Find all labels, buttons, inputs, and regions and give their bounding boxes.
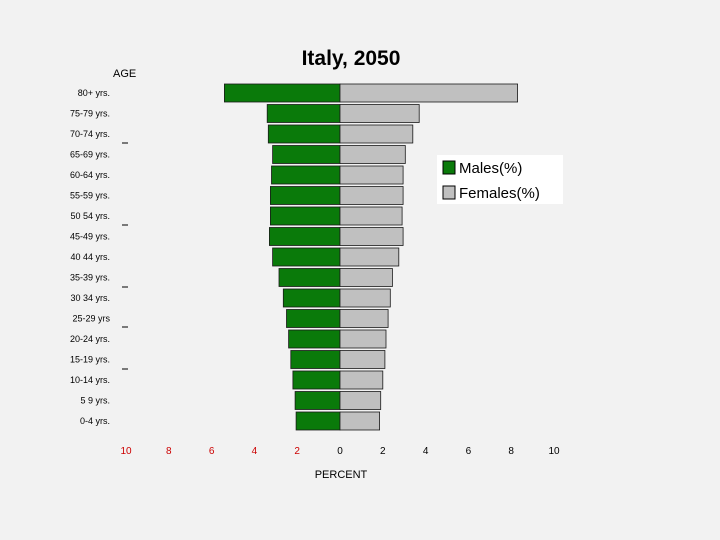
bar-male <box>272 145 341 164</box>
age-group-label: 0-4 yrs. <box>80 416 110 426</box>
bar-male <box>290 350 341 369</box>
age-group-label: 60-64 yrs. <box>70 170 110 180</box>
x-tick-label: 8 <box>508 446 514 457</box>
bar-female <box>339 268 393 287</box>
bar-male <box>272 247 341 267</box>
legend-box <box>437 155 563 204</box>
x-tick-label: 4 <box>252 446 258 457</box>
legend-label-females: Females(%) <box>459 185 540 202</box>
age-labels: 80+ yrs. 75-79 yrs. 70-74 yrs. 65-69 yrs. 60… <box>70 88 111 426</box>
age-group-label: 80+ yrs. <box>78 88 110 98</box>
bar-female <box>339 247 400 267</box>
bar-female <box>339 370 384 390</box>
age-group-label: 40 44 yrs. <box>70 252 110 262</box>
bar-male <box>268 227 341 246</box>
x-tick-label: 6 <box>466 446 472 457</box>
bar-male <box>269 206 341 226</box>
bars <box>223 83 519 431</box>
legend-swatch-males <box>442 160 456 175</box>
age-group-label: 15-19 yrs. <box>70 355 110 365</box>
bar-female <box>339 309 389 328</box>
bar-male <box>271 165 341 185</box>
bar-female <box>339 165 404 185</box>
legend-swatch-females <box>442 185 456 200</box>
bar-female <box>339 145 406 164</box>
bar-female <box>339 104 420 123</box>
bar-female <box>339 411 380 431</box>
bar-male <box>282 288 341 308</box>
age-group-label: 75-79 yrs. <box>70 109 110 119</box>
legend: Males(%) Females(%) <box>437 155 563 204</box>
age-group-label: 35-39 yrs. <box>70 273 110 283</box>
x-tick-label: 0 <box>337 446 343 457</box>
bar-female <box>339 350 386 369</box>
x-tick-label: 2 <box>380 446 386 457</box>
x-tick-label: 8 <box>166 446 172 457</box>
x-axis-ticks: 10 8 6 4 2 0 2 4 6 8 10 <box>120 446 560 457</box>
age-group-label: 25-29 yrs <box>72 314 110 324</box>
age-group-label: 70-74 yrs. <box>70 129 110 139</box>
age-group-label: 10-14 yrs. <box>70 375 110 385</box>
bar-female <box>339 288 391 308</box>
x-tick-label: 2 <box>294 446 300 457</box>
bar-male <box>278 268 341 287</box>
bar-male <box>286 309 341 328</box>
age-group-label: 30 34 yrs. <box>70 293 110 303</box>
bar-male <box>223 83 341 103</box>
chart-title: Italy, 2050 <box>302 47 401 70</box>
age-group-label: 5 9 yrs. <box>80 396 110 406</box>
bar-female <box>339 227 404 246</box>
bar-male <box>267 124 341 144</box>
x-tick-label: 4 <box>423 446 429 457</box>
tick-dashes <box>122 142 128 370</box>
bar-male <box>266 104 341 123</box>
x-tick-label: 6 <box>209 446 215 457</box>
x-tick-label: 10 <box>548 446 560 457</box>
age-group-label: 55-59 yrs. <box>70 191 110 201</box>
bar-male <box>292 370 341 390</box>
bar-female <box>339 206 403 226</box>
x-tick-label: 10 <box>120 446 132 457</box>
bar-male <box>288 329 341 349</box>
age-group-label: 50 54 yrs. <box>70 211 110 221</box>
bar-male <box>294 391 341 410</box>
y-axis-label: AGE <box>113 68 136 80</box>
bar-female <box>339 329 387 349</box>
age-group-label: 65-69 yrs. <box>70 150 110 160</box>
legend-label-males: Males(%) <box>459 160 522 177</box>
bar-female <box>339 391 382 410</box>
x-axis-label: PERCENT <box>315 469 368 481</box>
age-group-label: 20-24 yrs. <box>70 334 110 344</box>
bar-female <box>339 124 414 144</box>
bar-male <box>295 411 341 431</box>
bar-female <box>339 186 404 205</box>
bar-male <box>269 186 341 205</box>
age-group-label: 45-49 yrs. <box>70 232 110 242</box>
bar-female <box>339 83 519 103</box>
